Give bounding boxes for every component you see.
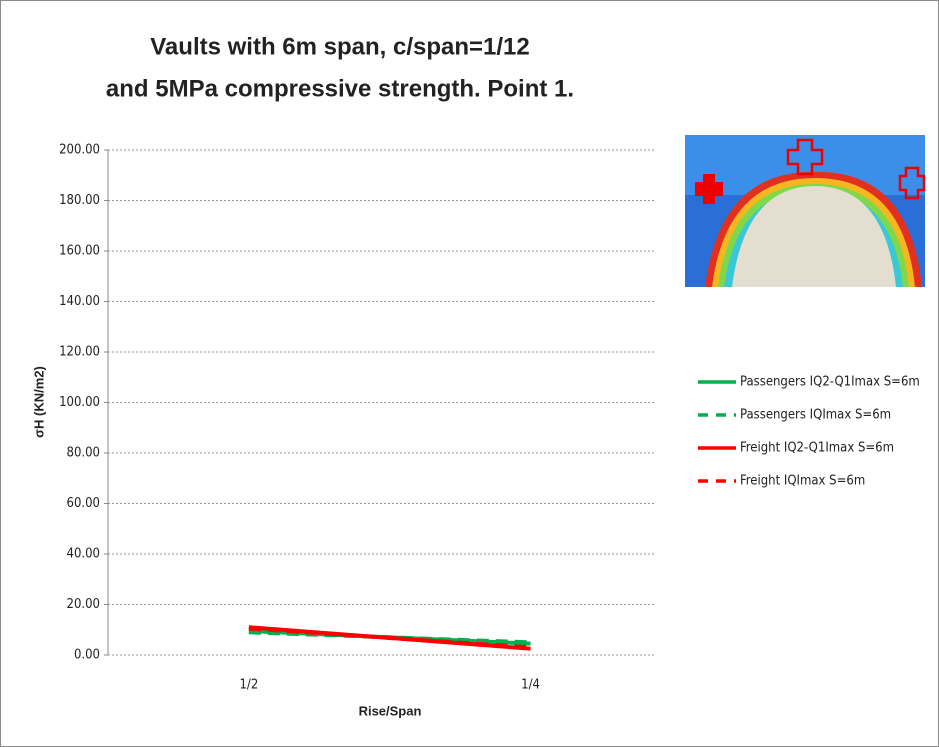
series-line xyxy=(248,626,531,650)
legend-label: Freight IQImax S=6m xyxy=(740,474,865,489)
y-tick-label: 200.00 xyxy=(59,143,100,158)
y-tick-label: 60.00 xyxy=(67,496,100,511)
y-tick-label: 0.00 xyxy=(74,648,100,663)
x-tick-label: 1/2 xyxy=(239,678,258,693)
y-tick-label: 160.00 xyxy=(59,244,100,259)
inset-image xyxy=(685,135,926,287)
legend-label: Passengers IQImax S=6m xyxy=(740,408,891,423)
y-tick-label: 80.00 xyxy=(67,446,100,461)
x-tick-label: 1/4 xyxy=(521,678,540,693)
y-tick-label: 180.00 xyxy=(59,193,100,208)
chart-title: and 5MPa compressive strength. Point 1. xyxy=(106,75,574,102)
chart-title: Vaults with 6m span, c/span=1/12 xyxy=(150,33,530,60)
legend-label: Freight IQ2-Q1Imax S=6m xyxy=(740,441,894,456)
y-tick-label: 120.00 xyxy=(59,345,100,360)
y-tick-label: 40.00 xyxy=(67,547,100,562)
legend-label: Passengers IQ2-Q1Imax S=6m xyxy=(740,375,920,390)
x-axis-label: Rise/Span xyxy=(359,703,422,718)
y-tick-label: 100.00 xyxy=(59,395,100,410)
y-tick-label: 140.00 xyxy=(59,294,100,309)
y-tick-label: 20.00 xyxy=(67,597,100,612)
y-axis-label: σH (KN/m2) xyxy=(31,366,46,438)
